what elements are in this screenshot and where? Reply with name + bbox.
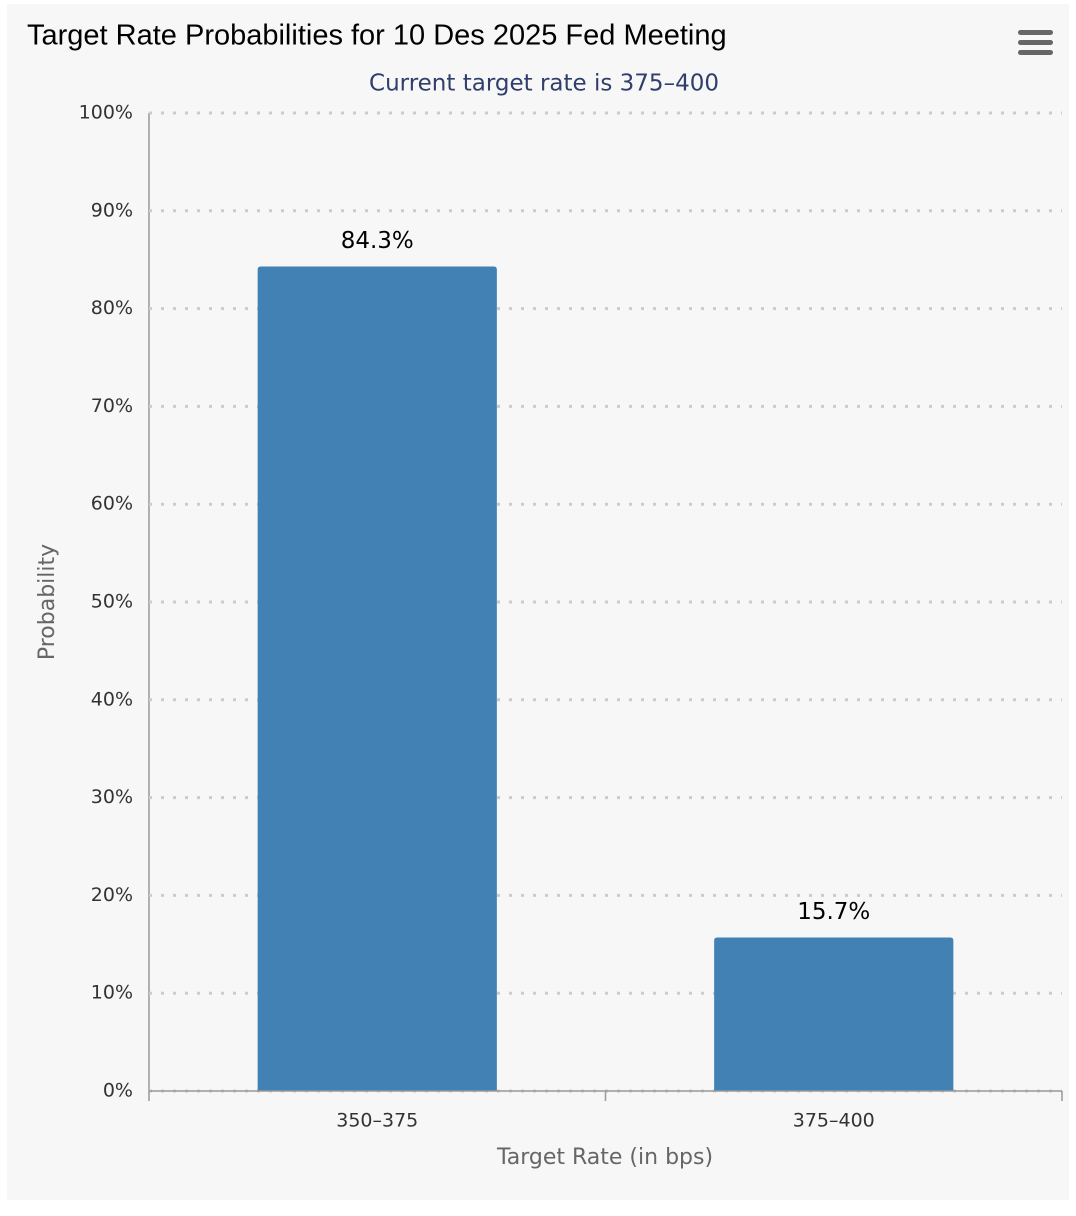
menu-bar[interactable] — [1018, 30, 1053, 35]
y-tick-label: 40% — [91, 688, 133, 710]
value-label: 15.7% — [797, 899, 870, 925]
y-tick-label: 100% — [79, 102, 133, 124]
y-tick-label: 10% — [91, 982, 133, 1004]
y-tick-label: 80% — [91, 297, 133, 319]
chart-title: Target Rate Probabilities for 10 Des 202… — [27, 20, 727, 52]
y-tick-label: 60% — [91, 493, 133, 515]
value-label: 84.3% — [341, 228, 414, 254]
y-tick-label: 90% — [91, 199, 133, 221]
bar — [257, 266, 497, 1091]
menu-bar[interactable] — [1018, 50, 1053, 55]
x-tick-label: 350–375 — [336, 1110, 418, 1132]
y-axis-label: Probability — [35, 544, 60, 660]
x-tick-label: 375–400 — [793, 1110, 875, 1132]
y-tick-label: 70% — [91, 395, 133, 417]
x-axis-label: Target Rate (in bps) — [496, 1145, 713, 1170]
chart-subtitle: Current target rate is 375–400 — [369, 71, 719, 97]
y-tick-label: 0% — [103, 1080, 133, 1102]
y-tick-label: 20% — [91, 884, 133, 906]
y-tick-label: 30% — [91, 786, 133, 808]
menu-button[interactable] — [1018, 30, 1053, 55]
bar — [714, 937, 954, 1091]
y-tick-label: 50% — [91, 591, 133, 613]
menu-bar[interactable] — [1018, 40, 1053, 45]
